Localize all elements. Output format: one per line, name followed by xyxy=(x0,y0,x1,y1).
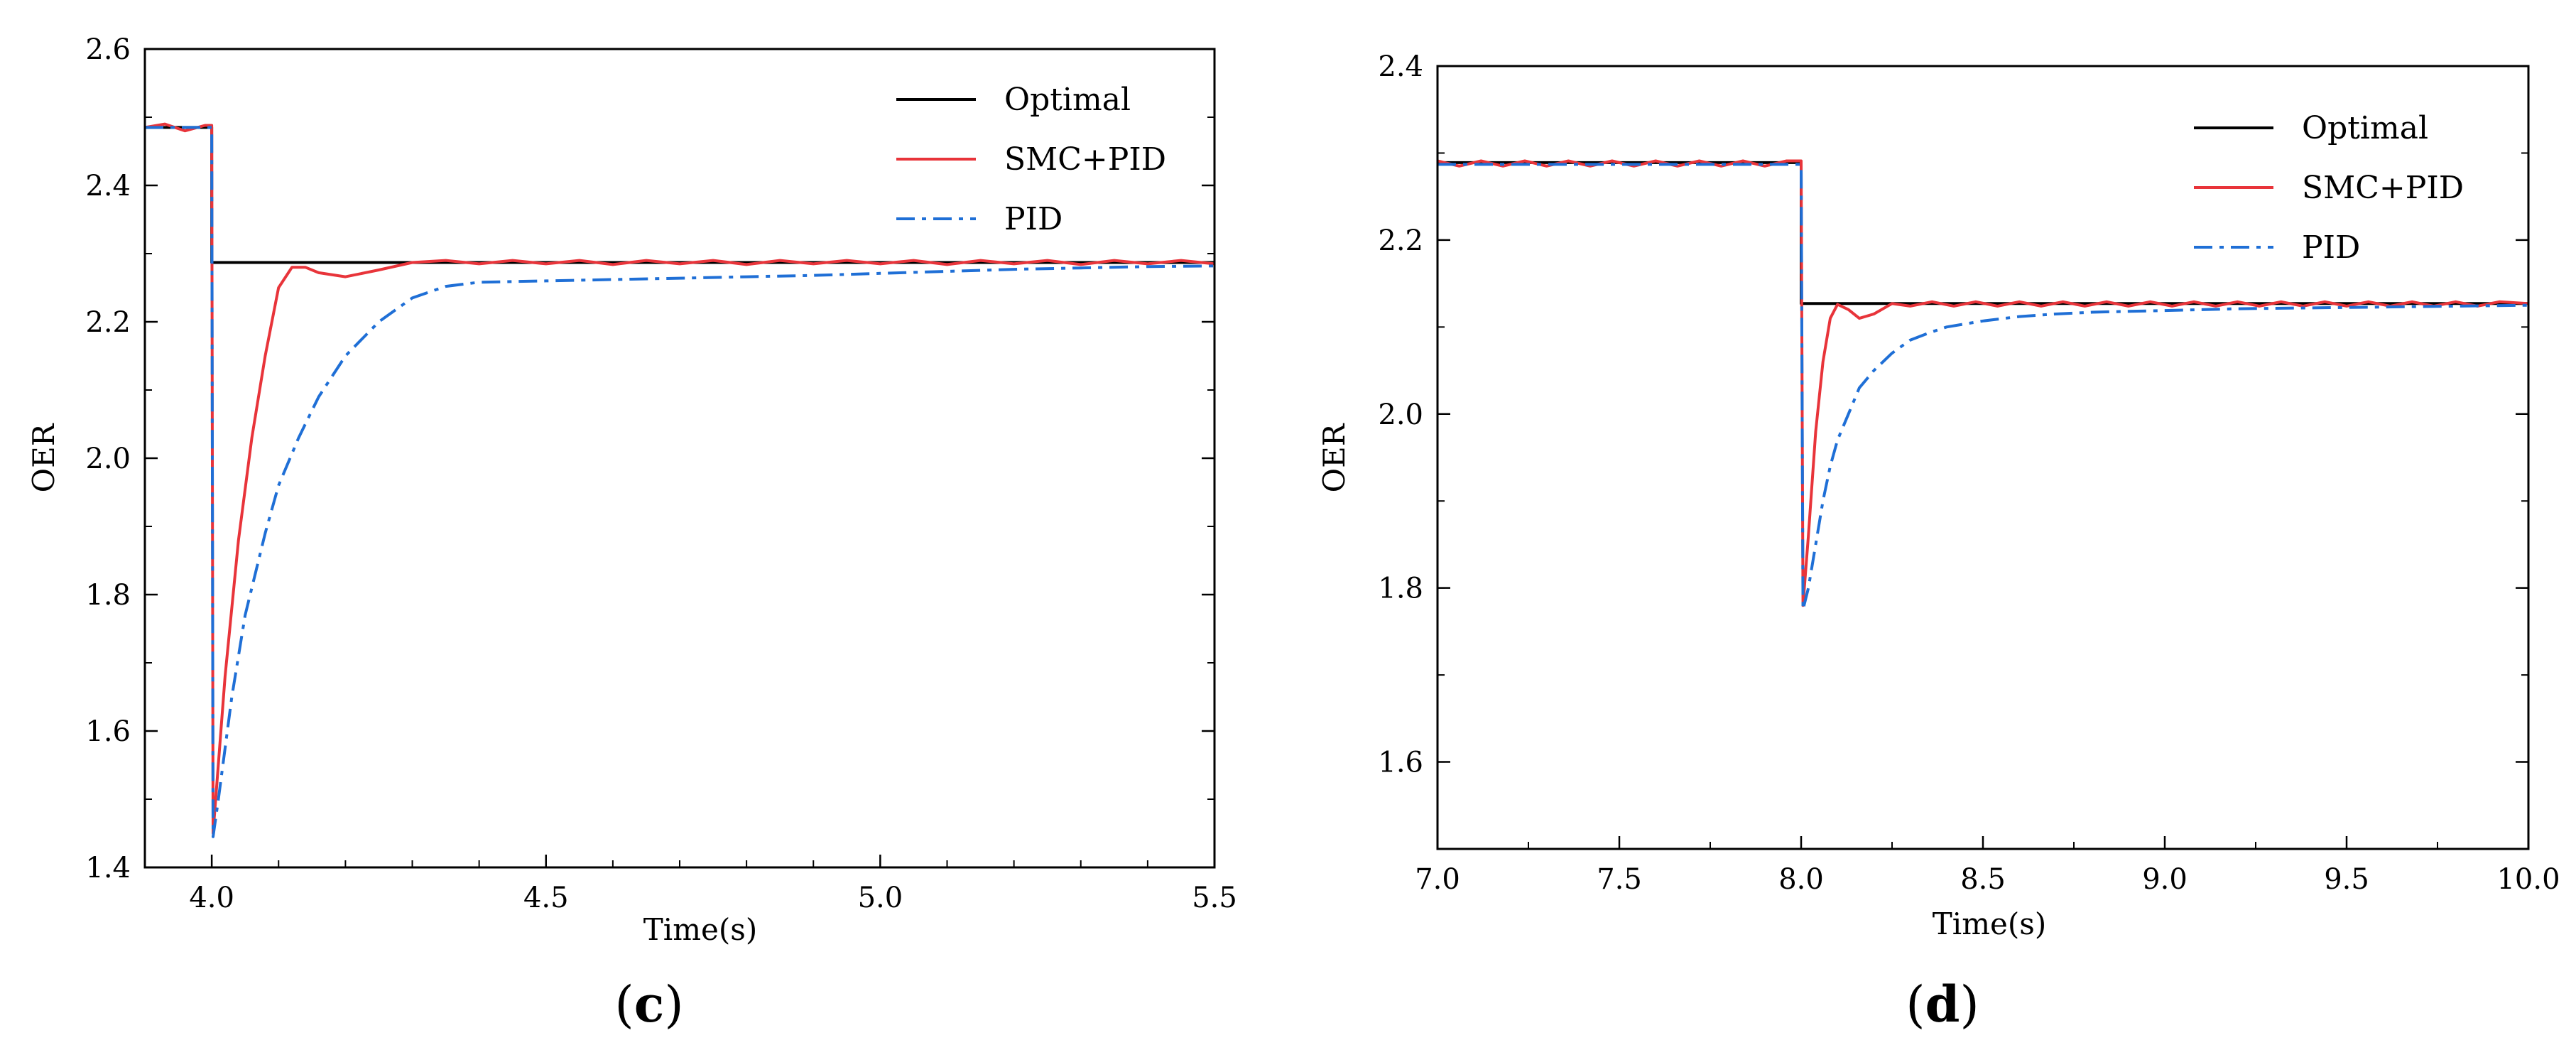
series-group xyxy=(145,122,1214,838)
y-axis-title: OER xyxy=(26,423,61,492)
panel-label: (c) xyxy=(614,975,683,1034)
y-tick-label: 2.0 xyxy=(85,443,131,475)
x-tick-label: 8.5 xyxy=(1960,863,2006,896)
legend-label: SMC+PID xyxy=(1004,141,1166,178)
x-axis-title: Time(s) xyxy=(1933,906,2046,941)
legend-label: Optimal xyxy=(1004,82,1131,118)
y-tick-label: 2.4 xyxy=(1378,50,1423,83)
x-tick-label: 9.0 xyxy=(2142,863,2188,896)
y-tick-label: 1.8 xyxy=(85,579,131,612)
plot-frame xyxy=(143,48,1216,869)
y-tick-label: 2.2 xyxy=(1378,224,1423,257)
y-tick-label: 2.0 xyxy=(1378,399,1423,431)
x-tick-label: 5.5 xyxy=(1192,882,1237,914)
y-tick-label: 1.8 xyxy=(1378,573,1423,605)
y-tick-label: 2.4 xyxy=(85,170,131,202)
chart-panel-d: 7.0 7.5 8.0 8.5 9.0 9.5 10.0 1.6 1.8 2.0 2.2 2.4 Opt… xyxy=(1317,50,2560,1034)
series-line-pid xyxy=(145,126,1214,838)
series-line-smc-pid xyxy=(1438,159,2528,607)
x-axis-title: Time(s) xyxy=(643,912,757,947)
x-tick-label: 10.0 xyxy=(2496,863,2560,896)
y-tick-label: 1.6 xyxy=(1378,747,1423,779)
y-tick-label: 2.6 xyxy=(85,33,131,66)
x-tick-label: 5.0 xyxy=(858,882,903,914)
x-tick-label: 4.0 xyxy=(189,882,234,914)
y-tick-label: 1.4 xyxy=(85,852,131,884)
legend: Optimal SMC+PID PID xyxy=(896,82,1166,237)
panel-label: (d) xyxy=(1906,975,1979,1034)
x-tick-label: 4.5 xyxy=(523,882,569,914)
x-tick-label: 8.0 xyxy=(1778,863,1824,896)
series-line-pid xyxy=(1438,163,2528,612)
legend: Optimal SMC+PID PID xyxy=(2194,110,2464,266)
y-tick-label: 1.6 xyxy=(85,715,131,748)
series-group xyxy=(1438,159,2528,612)
series-line-smc-pid xyxy=(145,122,1214,835)
legend-label: PID xyxy=(1004,201,1063,237)
legend-label: Optimal xyxy=(2302,110,2428,146)
x-tick-label: 9.5 xyxy=(2324,863,2369,896)
plot-frame xyxy=(1436,65,2530,850)
legend-label: PID xyxy=(2302,229,2360,266)
legend-label: SMC+PID xyxy=(2302,170,2464,206)
x-tick-label: 7.0 xyxy=(1415,863,1460,896)
x-tick-label: 7.5 xyxy=(1597,863,1642,896)
y-tick-label: 2.2 xyxy=(85,306,131,339)
y-axis-title: OER xyxy=(1317,423,1352,492)
chart-panel-c: 4.0 4.5 5.0 5.5 1.4 1.6 1.8 2.0 2.2 2.4 2.6 Optimal… xyxy=(26,33,1237,1034)
